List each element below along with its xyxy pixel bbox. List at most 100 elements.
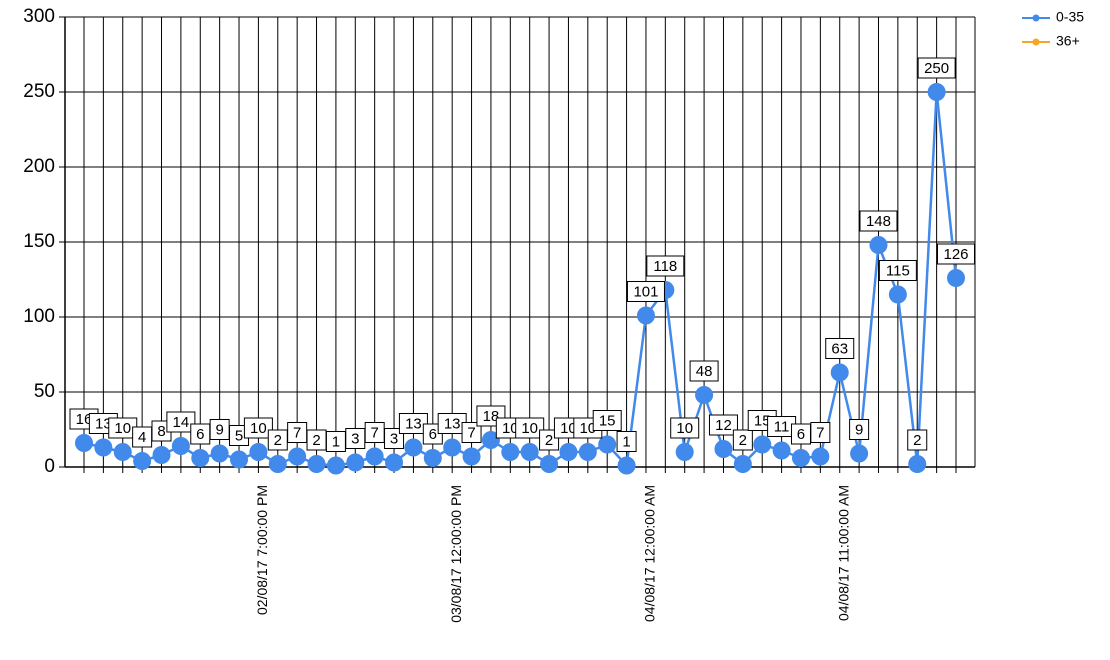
value-label: 15	[592, 410, 622, 431]
value-label-box	[825, 338, 855, 359]
value-label-text: 6	[429, 426, 437, 443]
value-label-text: 148	[866, 213, 891, 230]
value-label: 14	[166, 411, 196, 433]
value-label-text: 9	[215, 421, 223, 438]
value-label-text: 7	[816, 424, 824, 441]
value-label-text: 118	[653, 258, 677, 275]
value-label-text: 11	[774, 418, 790, 435]
value-label-box	[849, 419, 870, 440]
value-label: 9	[849, 419, 870, 440]
data-point	[307, 455, 326, 473]
value-label-text: 13	[95, 415, 112, 432]
value-label-text: 10	[250, 420, 267, 437]
value-label-text: 13	[405, 415, 422, 432]
data-point	[462, 447, 481, 466]
value-label-text: 250	[924, 60, 949, 77]
value-label-text: 7	[293, 424, 301, 441]
data-point	[811, 447, 830, 466]
legend-label: 36+	[1056, 33, 1080, 49]
legend-marker	[1032, 38, 1040, 46]
data-point	[210, 444, 229, 463]
data-point	[404, 438, 423, 457]
data-point	[230, 450, 249, 469]
value-label-box	[670, 417, 700, 439]
value-label-box	[626, 281, 665, 302]
value-label-text: 2	[913, 432, 921, 449]
x-tick-label: 03/08/17 12:00:00 PM	[448, 485, 464, 623]
value-label: 8	[151, 420, 172, 442]
value-label: 148	[859, 210, 898, 232]
value-label-box	[917, 57, 956, 79]
data-point	[94, 438, 113, 457]
data-point	[385, 453, 404, 472]
value-label-text: 3	[390, 430, 398, 447]
value-label: 10	[515, 417, 545, 439]
data-point	[617, 456, 636, 475]
value-label: 7	[364, 422, 385, 443]
value-label-text: 16	[76, 411, 93, 428]
value-label-text: 15	[754, 412, 771, 429]
value-label-box	[539, 429, 560, 451]
data-point	[598, 435, 617, 454]
value-label-text: 1	[622, 433, 630, 450]
data-point	[326, 456, 345, 475]
value-label: 3	[384, 428, 405, 449]
value-label-box	[616, 431, 637, 452]
data-point	[791, 449, 810, 467]
value-label: 126	[937, 243, 975, 265]
value-label-text: 6	[196, 426, 204, 443]
value-label: 2	[306, 429, 327, 451]
data-point	[443, 438, 462, 457]
value-label-box	[810, 422, 831, 443]
data-point	[365, 447, 384, 466]
value-label: 101	[626, 281, 665, 302]
data-point	[346, 453, 365, 472]
legend-marker	[1032, 14, 1040, 22]
value-label-box	[461, 422, 482, 443]
value-label: 7	[461, 422, 482, 443]
y-tick-label: 50	[34, 381, 55, 402]
value-label-text: 63	[831, 340, 848, 357]
value-label-text: 5	[235, 427, 243, 444]
value-label-text: 2	[545, 432, 553, 449]
data-point	[636, 306, 655, 325]
value-label: 12	[708, 414, 738, 436]
value-label-box	[859, 210, 898, 232]
value-label-text: 115	[886, 262, 910, 279]
value-label-text: 101	[633, 283, 658, 300]
x-tick-label: 02/08/17 7:00:00 PM	[254, 485, 270, 615]
value-label-box	[708, 414, 738, 436]
value-label: 118	[646, 255, 685, 277]
data-point	[171, 437, 190, 455]
value-label: 115	[878, 260, 917, 281]
value-label-text: 7	[467, 424, 475, 441]
data-point	[850, 444, 869, 463]
value-label-text: 48	[696, 363, 713, 380]
data-point	[249, 443, 268, 461]
value-label: 250	[917, 57, 956, 79]
value-label: 1	[616, 431, 637, 452]
value-label-text: 10	[676, 420, 693, 437]
data-point	[423, 449, 442, 467]
value-label-text: 15	[599, 412, 616, 429]
value-label-text: 10	[521, 420, 538, 437]
data-point	[869, 236, 888, 254]
value-label-text: 10	[114, 420, 131, 437]
value-label-text: 18	[483, 408, 500, 425]
value-label-text: 10	[502, 420, 519, 437]
data-point	[152, 446, 171, 464]
data-point	[695, 386, 714, 404]
x-tick-label: 04/08/17 12:00:00 AM	[642, 485, 658, 622]
value-label-box	[166, 411, 196, 433]
value-label-text: 10	[560, 420, 577, 437]
value-label: 48	[689, 360, 719, 382]
y-tick-label: 0	[44, 456, 55, 477]
value-label-text: 14	[173, 414, 190, 431]
y-tick-label: 150	[23, 231, 55, 252]
data-point	[288, 447, 307, 466]
data-point	[578, 443, 597, 461]
data-point	[888, 285, 907, 304]
data-point	[520, 443, 539, 461]
value-label: 2	[732, 429, 753, 451]
